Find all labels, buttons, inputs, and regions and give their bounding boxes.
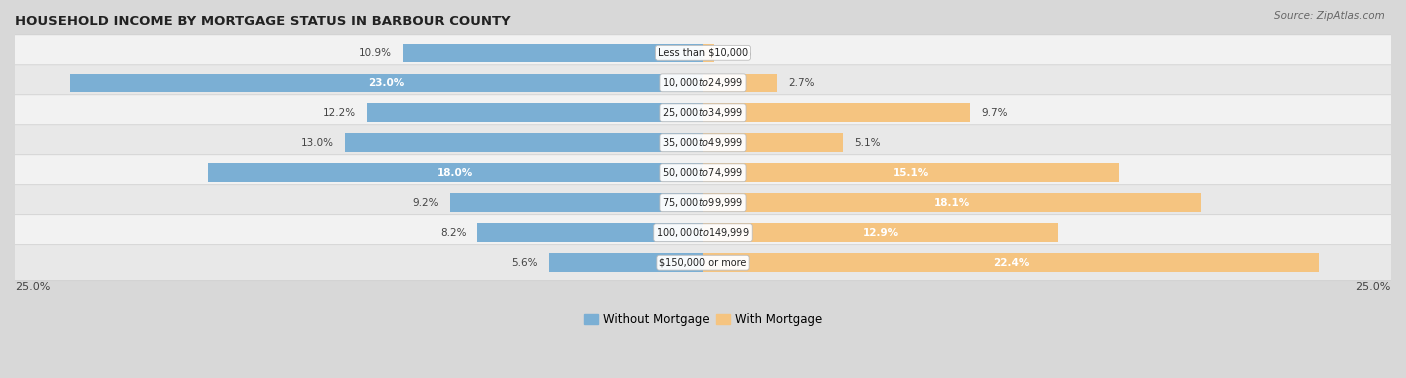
Text: 10.9%: 10.9% (359, 48, 392, 58)
Text: 8.2%: 8.2% (440, 228, 467, 238)
Bar (477, 223, 703, 242)
Bar (367, 104, 703, 122)
Text: 18.0%: 18.0% (437, 168, 474, 178)
Text: 25.0%: 25.0% (15, 282, 51, 292)
Bar (703, 73, 778, 92)
FancyBboxPatch shape (0, 65, 1406, 101)
Text: $150,000 or more: $150,000 or more (659, 258, 747, 268)
Legend: Without Mortgage, With Mortgage: Without Mortgage, With Mortgage (579, 308, 827, 331)
Bar (703, 253, 1319, 272)
Bar (703, 43, 714, 62)
FancyBboxPatch shape (0, 155, 1406, 191)
Text: 15.1%: 15.1% (893, 168, 929, 178)
FancyBboxPatch shape (0, 35, 1406, 71)
Text: HOUSEHOLD INCOME BY MORTGAGE STATUS IN BARBOUR COUNTY: HOUSEHOLD INCOME BY MORTGAGE STATUS IN B… (15, 15, 510, 28)
Text: 9.2%: 9.2% (412, 198, 439, 208)
Text: 5.6%: 5.6% (512, 258, 538, 268)
Text: 25.0%: 25.0% (1355, 282, 1391, 292)
Text: 12.2%: 12.2% (323, 108, 356, 118)
Text: 2.7%: 2.7% (789, 78, 815, 88)
Text: 22.4%: 22.4% (993, 258, 1029, 268)
Text: $50,000 to $74,999: $50,000 to $74,999 (662, 166, 744, 179)
Bar (404, 43, 703, 62)
Bar (70, 73, 703, 92)
Bar (450, 194, 703, 212)
Bar (703, 163, 1119, 182)
Text: $35,000 to $49,999: $35,000 to $49,999 (662, 136, 744, 149)
Text: Source: ZipAtlas.com: Source: ZipAtlas.com (1274, 11, 1385, 21)
Bar (703, 223, 1057, 242)
FancyBboxPatch shape (0, 185, 1406, 221)
Bar (703, 194, 1201, 212)
Text: $100,000 to $149,999: $100,000 to $149,999 (657, 226, 749, 239)
Text: 23.0%: 23.0% (368, 78, 405, 88)
FancyBboxPatch shape (0, 125, 1406, 161)
Bar (703, 133, 844, 152)
Text: $75,000 to $99,999: $75,000 to $99,999 (662, 196, 744, 209)
Text: $25,000 to $34,999: $25,000 to $34,999 (662, 106, 744, 119)
Text: $10,000 to $24,999: $10,000 to $24,999 (662, 76, 744, 89)
Text: 13.0%: 13.0% (301, 138, 335, 148)
FancyBboxPatch shape (0, 95, 1406, 131)
FancyBboxPatch shape (0, 215, 1406, 251)
Text: 0.4%: 0.4% (725, 48, 751, 58)
Text: 9.7%: 9.7% (981, 108, 1008, 118)
FancyBboxPatch shape (0, 245, 1406, 281)
Text: 12.9%: 12.9% (862, 228, 898, 238)
Text: Less than $10,000: Less than $10,000 (658, 48, 748, 58)
Bar (548, 253, 703, 272)
Bar (346, 133, 703, 152)
Text: 18.1%: 18.1% (934, 198, 970, 208)
Bar (703, 104, 970, 122)
Bar (208, 163, 703, 182)
Text: 5.1%: 5.1% (855, 138, 882, 148)
